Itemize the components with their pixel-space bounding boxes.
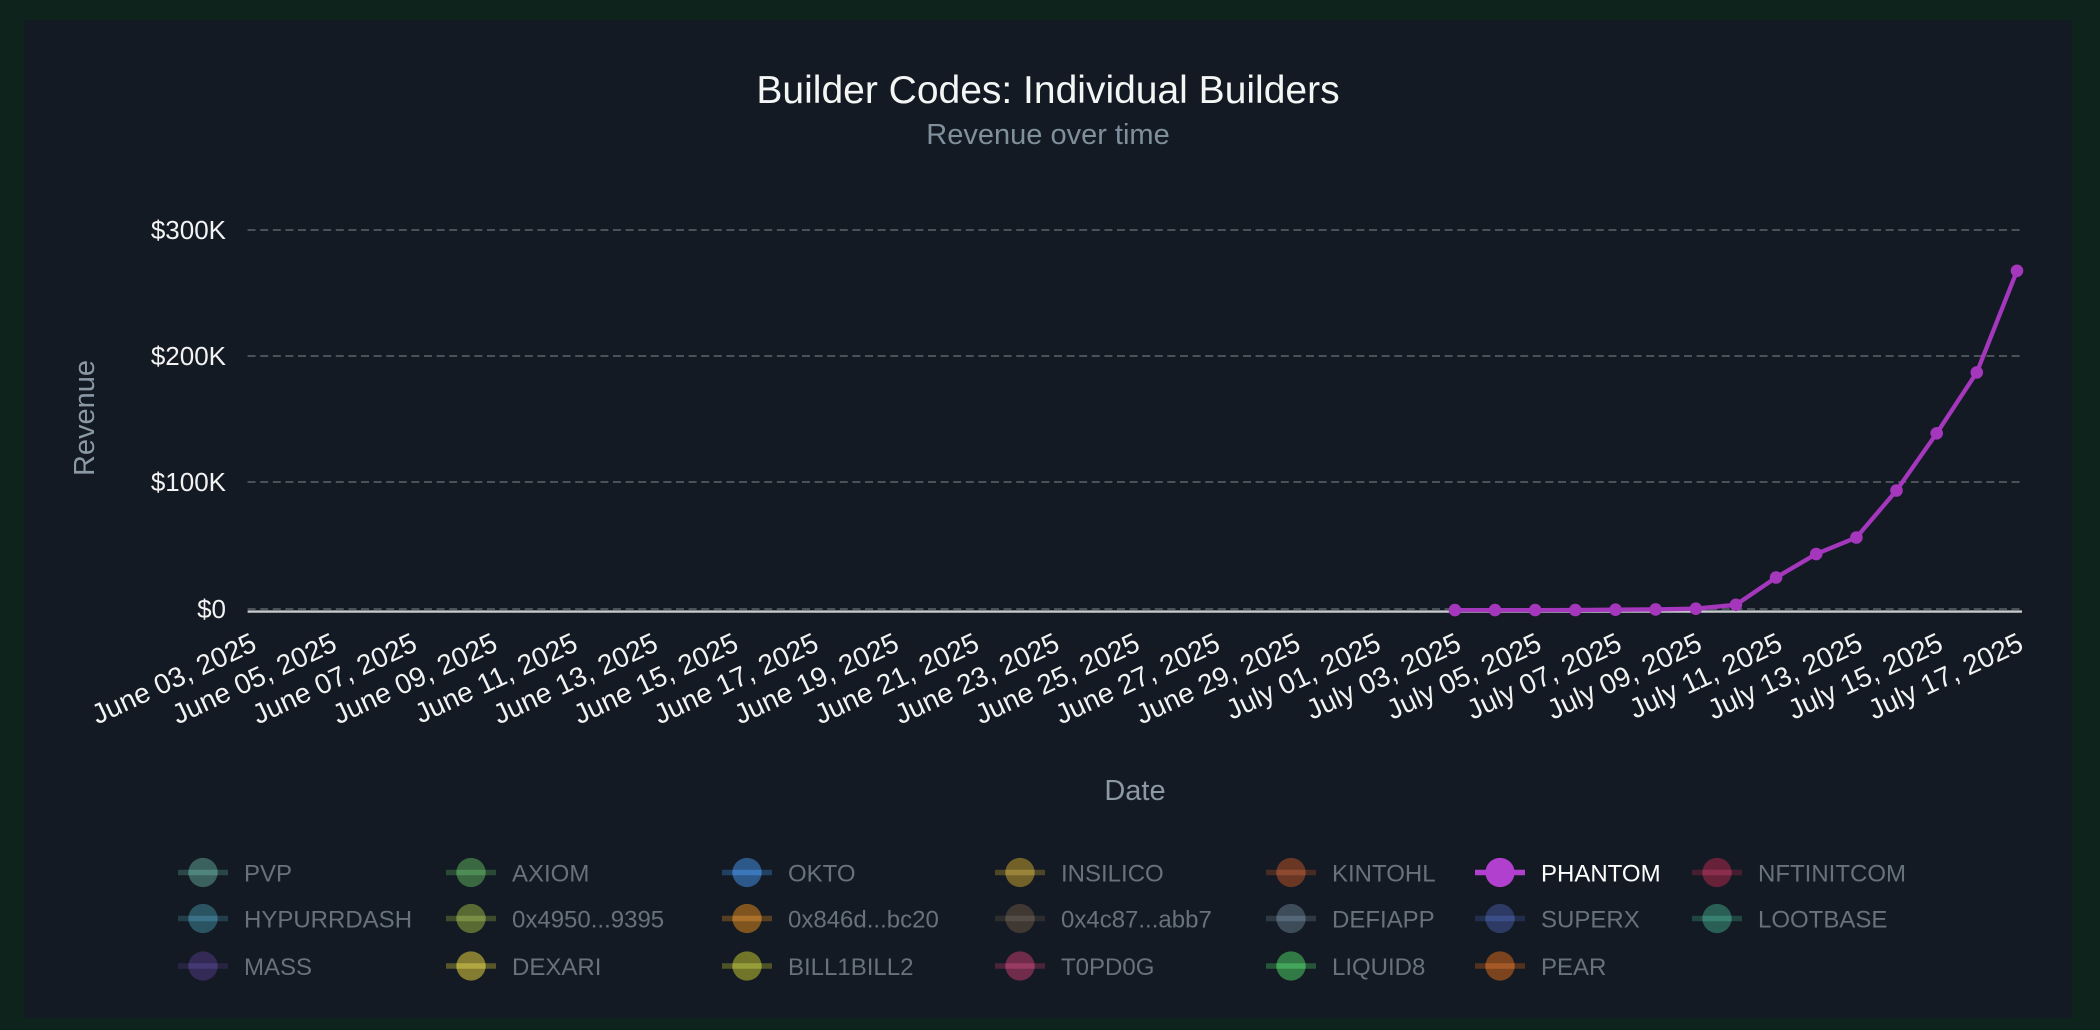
svg-text:$200K: $200K xyxy=(151,341,227,371)
svg-text:HYPURRDASH: HYPURRDASH xyxy=(244,907,412,934)
svg-text:Revenue: Revenue xyxy=(69,360,101,476)
svg-text:PEAR: PEAR xyxy=(1541,954,1606,981)
svg-text:AXIOM: AXIOM xyxy=(512,861,589,888)
svg-text:PHANTOM: PHANTOM xyxy=(1541,861,1661,888)
svg-text:$300K: $300K xyxy=(151,215,227,245)
svg-text:0x4c87...abb7: 0x4c87...abb7 xyxy=(1061,907,1212,934)
svg-text:INSILICO: INSILICO xyxy=(1061,861,1164,888)
svg-text:0x4950...9395: 0x4950...9395 xyxy=(512,907,664,934)
svg-text:Date: Date xyxy=(1104,775,1165,807)
svg-text:KINTOHL: KINTOHL xyxy=(1332,861,1436,888)
svg-text:Revenue over time: Revenue over time xyxy=(926,119,1169,151)
svg-text:OKTO: OKTO xyxy=(788,861,856,888)
svg-text:DEXARI: DEXARI xyxy=(512,954,601,981)
svg-text:BILL1BILL2: BILL1BILL2 xyxy=(788,954,913,981)
svg-text:DEFIAPP: DEFIAPP xyxy=(1332,907,1435,934)
svg-text:MASS: MASS xyxy=(244,954,312,981)
svg-text:T0PD0G: T0PD0G xyxy=(1061,954,1154,981)
svg-text:NFTINITCOM: NFTINITCOM xyxy=(1758,861,1906,888)
svg-text:SUPERX: SUPERX xyxy=(1541,907,1640,934)
svg-text:LOOTBASE: LOOTBASE xyxy=(1758,907,1887,934)
svg-text:$0: $0 xyxy=(197,594,226,624)
svg-text:Builder Codes: Individual Buil: Builder Codes: Individual Builders xyxy=(756,69,1339,112)
svg-text:$100K: $100K xyxy=(151,467,227,497)
svg-text:PVP: PVP xyxy=(244,861,292,888)
svg-text:LIQUID8: LIQUID8 xyxy=(1332,954,1425,981)
svg-text:0x846d...bc20: 0x846d...bc20 xyxy=(788,907,939,934)
